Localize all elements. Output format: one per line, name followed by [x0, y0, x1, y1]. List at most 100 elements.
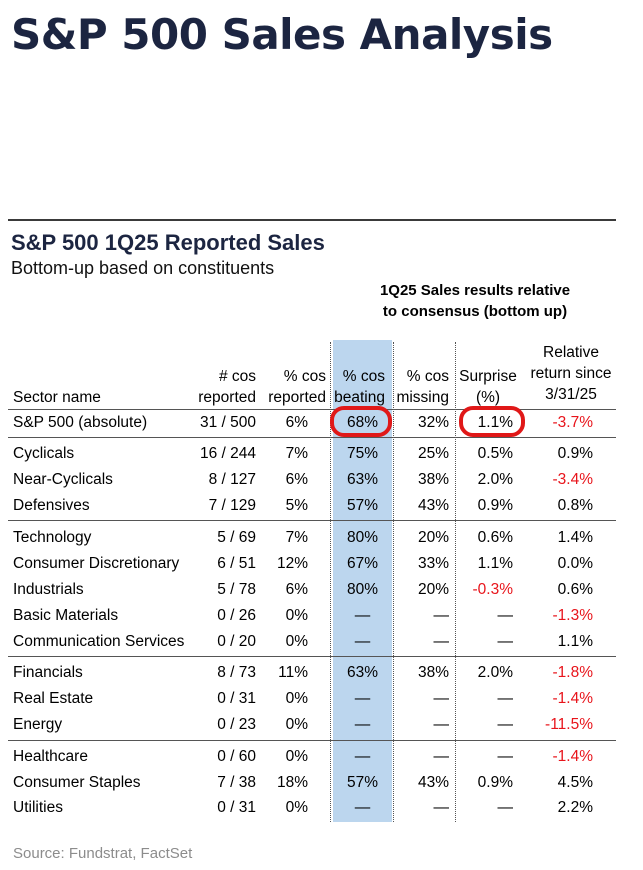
pct-reported-cell: 0% — [285, 633, 308, 650]
surprise-cell: — — [497, 690, 514, 707]
sector-cell: Financials — [13, 664, 83, 681]
sector-cell: Utilities — [13, 799, 63, 816]
pct-beating-cell: 80% — [346, 581, 379, 598]
surprise-cell: 2.0% — [477, 664, 513, 681]
highlight-ring-surprise — [459, 406, 525, 437]
pct-reported-cell: 12% — [276, 555, 308, 572]
highlight-ring-beating — [330, 406, 392, 437]
relative-return-cell: 0.8% — [557, 497, 593, 514]
header-pct-beating: % cos beating — [334, 368, 385, 406]
pct-missing-cell: 38% — [417, 471, 449, 488]
header-pct-reported: % cos reported — [268, 368, 326, 406]
pct-reported-cell: 0% — [285, 716, 308, 733]
sector-cell: Basic Materials — [13, 607, 119, 624]
cos-reported-cell: 5 / 69 — [217, 529, 256, 546]
pct-missing-cell: 32% — [417, 414, 449, 431]
sector-cell: Energy — [13, 716, 63, 733]
surprise-cell: — — [497, 633, 514, 650]
sector-cell: Consumer Staples — [13, 774, 141, 791]
pct-beating-cell: — — [354, 799, 371, 816]
header-sector: Sector name — [13, 389, 101, 406]
cos-reported-cell: 16 / 244 — [199, 445, 256, 462]
surprise-cell: 0.9% — [477, 497, 513, 514]
group-header-line2: to consensus (bottom up) — [382, 303, 568, 320]
column-divider — [455, 342, 456, 822]
relative-return-cell: 0.9% — [557, 445, 593, 462]
surprise-cell: 0.6% — [477, 529, 513, 546]
surprise-cell: 1.1% — [477, 555, 513, 572]
pct-beating-cell: 63% — [346, 471, 379, 488]
pct-reported-cell: 0% — [285, 690, 308, 707]
surprise-cell: 0.5% — [477, 445, 513, 462]
pct-missing-cell: 38% — [417, 664, 449, 681]
group-rule — [8, 656, 616, 657]
relative-return-cell: -1.4% — [552, 748, 594, 765]
surprise-cell: 2.0% — [477, 471, 513, 488]
pct-reported-cell: 0% — [285, 748, 308, 765]
surprise-cell: — — [497, 799, 514, 816]
cos-reported-cell: 0 / 26 — [217, 607, 256, 624]
sector-cell: Technology — [13, 529, 92, 546]
cos-reported-cell: 0 / 60 — [217, 748, 256, 765]
pct-reported-cell: 0% — [285, 799, 308, 816]
pct-beating-cell: — — [354, 690, 371, 707]
page-title: S&P 500 Sales Analysis — [11, 10, 553, 59]
header-surprise: Surprise (%) — [459, 368, 517, 406]
sector-cell: Real Estate — [13, 690, 94, 707]
sector-cell: Consumer Discretionary — [13, 555, 180, 572]
pct-missing-cell: 43% — [417, 774, 449, 791]
pct-missing-cell: — — [433, 633, 450, 650]
cos-reported-cell: 7 / 129 — [208, 497, 256, 514]
relative-return-cell: -1.3% — [552, 607, 594, 624]
pct-missing-cell: — — [433, 716, 450, 733]
pct-missing-cell: — — [433, 748, 450, 765]
relative-return-cell: 2.2% — [557, 799, 593, 816]
column-divider — [393, 342, 394, 822]
sector-cell: S&P 500 (absolute) — [13, 414, 148, 431]
group-rule — [8, 740, 616, 741]
pct-missing-cell: 43% — [417, 497, 449, 514]
relative-return-cell: -1.4% — [552, 690, 594, 707]
pct-beating-cell: — — [354, 633, 371, 650]
pct-reported-cell: 6% — [285, 581, 308, 598]
header-rule — [8, 409, 616, 410]
cos-reported-cell: 0 / 20 — [217, 633, 256, 650]
relative-return-cell: -3.4% — [552, 471, 594, 488]
pct-beating-cell: — — [354, 716, 371, 733]
sector-cell: Communication Services — [13, 633, 185, 650]
surprise-cell: — — [497, 607, 514, 624]
sector-cell: Healthcare — [13, 748, 88, 765]
source-note: Source: Fundstrat, FactSet — [13, 845, 193, 862]
cos-reported-cell: 8 / 73 — [217, 664, 256, 681]
pct-reported-cell: 7% — [285, 529, 308, 546]
column-divider — [330, 342, 331, 822]
cos-reported-cell: 0 / 31 — [217, 690, 256, 707]
group-rule — [8, 520, 616, 521]
pct-missing-cell: 25% — [417, 445, 449, 462]
pct-missing-cell: — — [433, 690, 450, 707]
sector-cell: Industrials — [13, 581, 84, 598]
cos-reported-cell: 0 / 23 — [217, 716, 256, 733]
pct-beating-cell: — — [354, 607, 371, 624]
cos-reported-cell: 6 / 51 — [217, 555, 256, 572]
relative-return-cell: -1.8% — [552, 664, 594, 681]
header-cos-reported: # cos reported — [198, 368, 256, 406]
sector-cell: Cyclicals — [13, 445, 75, 462]
surprise-cell: 1.1% — [477, 414, 513, 431]
relative-return-cell: 0.0% — [557, 555, 593, 572]
pct-reported-cell: 11% — [278, 664, 308, 681]
pct-missing-cell: — — [433, 799, 450, 816]
pct-beating-cell: 67% — [346, 555, 379, 572]
group-rule — [8, 437, 616, 438]
sector-cell: Near-Cyclicals — [13, 471, 113, 488]
cos-reported-cell: 7 / 38 — [217, 774, 256, 791]
surprise-cell: — — [497, 716, 514, 733]
pct-missing-cell: 20% — [417, 529, 449, 546]
cos-reported-cell: 8 / 127 — [208, 471, 256, 488]
pct-missing-cell: 20% — [417, 581, 449, 598]
relative-return-cell: 0.6% — [557, 581, 593, 598]
pct-reported-cell: 5% — [285, 497, 308, 514]
pct-beating-cell: — — [354, 748, 371, 765]
header-relative-return: Relative return since 3/31/25 — [530, 344, 612, 403]
pct-reported-cell: 7% — [285, 445, 308, 462]
